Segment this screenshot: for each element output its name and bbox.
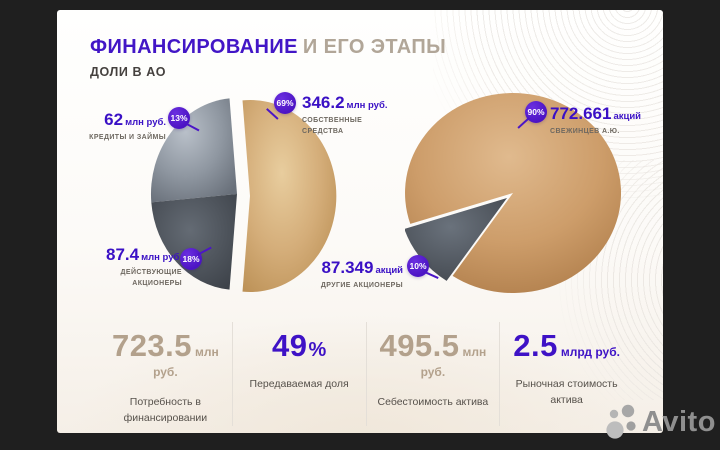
key-metrics-row: 723.5 млн руб. Потребность в финансирован… xyxy=(99,322,633,427)
slice-other-shareholders xyxy=(405,198,507,281)
title-rest: И ЕГО ЭТАПЫ xyxy=(302,36,447,58)
shares-pie-chart xyxy=(405,93,621,293)
badge-loans-percent: 13% xyxy=(168,107,200,131)
stat-asset-cost: 495.5 млн руб. Себестоимость актива xyxy=(365,322,500,427)
stat-label: Себестоимость актива xyxy=(377,395,489,408)
callout-current-shareholders: 87.4 млн руб. ДЕЙСТВУЮЩИЕ АКЦИОНЕРЫ xyxy=(86,245,182,290)
slice-loans xyxy=(150,98,237,203)
slide-subtitle: ДОЛИ В АО xyxy=(90,65,167,79)
stat-value: 2.5 млрд руб. xyxy=(513,328,620,363)
callout-value: 87.4 млн руб. xyxy=(105,245,182,264)
avito-watermark: Avito xyxy=(604,402,716,442)
callout-label: КРЕДИТЫ И ЗАЙМЫ xyxy=(89,134,166,141)
stat-value: 723.5 млн руб. xyxy=(111,328,219,379)
stat-transferred-share: 49% Передаваемая доля xyxy=(231,322,366,427)
badge-label: 69% xyxy=(276,98,294,108)
badge-label: 18% xyxy=(182,254,200,264)
badge-label: 10% xyxy=(409,261,427,271)
slide-card: ФИНАНСИРОВАНИЕ И ЕГО ЭТАПЫ ДОЛИ В АО xyxy=(57,10,663,433)
callout-main-shareholder: 772.661 акций СВЕЖИНЦЕВ А.Ю. xyxy=(550,104,663,138)
callout-value: 62 млн руб. xyxy=(104,110,166,129)
callout-own-funds: 346.2 млн руб. СОБСТВЕННЫЕ СРЕДСТВА xyxy=(302,93,398,138)
stat-label: Передаваемая доля xyxy=(249,377,349,390)
stat-label: Потребность в финансировании xyxy=(123,395,208,424)
callout-value: 772.661 акций xyxy=(550,104,642,123)
avito-logo-text: Avito xyxy=(642,405,716,438)
badge-main-shareholder-percent: 90% xyxy=(517,101,547,128)
slice-current-shareholders xyxy=(151,194,237,290)
badge-own-funds-percent: 69% xyxy=(266,92,296,119)
badge-shareholders-percent: 18% xyxy=(180,246,212,270)
stat-financing-need: 723.5 млн руб. Потребность в финансирован… xyxy=(99,322,232,426)
stat-value: 495.5 млн руб. xyxy=(379,328,487,379)
stat-value: 49% xyxy=(271,328,327,363)
callout-value: 346.2 млн руб. xyxy=(302,93,388,112)
callout-value: 87.349 акций xyxy=(321,258,403,277)
callout-loans: 62 млн руб. КРЕДИТЫ И ЗАЙМЫ xyxy=(82,110,166,144)
badge-label: 90% xyxy=(527,107,545,117)
callout-label: СОБСТВЕННЫЕ СРЕДСТВА xyxy=(302,117,363,135)
slide-title: ФИНАНСИРОВАНИЕ И ЕГО ЭТАПЫ xyxy=(90,36,446,59)
financing-pie-chart xyxy=(150,98,337,293)
title-highlight: ФИНАНСИРОВАНИЕ xyxy=(90,36,298,58)
avito-logo-icon xyxy=(606,404,636,439)
slice-own-funds xyxy=(242,100,337,293)
callout-other-shareholders: 87.349 акций ДРУГИЕ АКЦИОНЕРЫ xyxy=(283,258,403,292)
badge-label: 13% xyxy=(170,113,188,123)
callout-label: ДРУГИЕ АКЦИОНЕРЫ xyxy=(320,282,403,289)
callout-label: СВЕЖИНЦЕВ А.Ю. xyxy=(550,128,620,135)
badge-other-shareholders-percent: 10% xyxy=(407,255,439,278)
slice-main-shareholder xyxy=(405,93,621,293)
callout-label: ДЕЙСТВУЮЩИЕ АКЦИОНЕРЫ xyxy=(120,269,182,287)
